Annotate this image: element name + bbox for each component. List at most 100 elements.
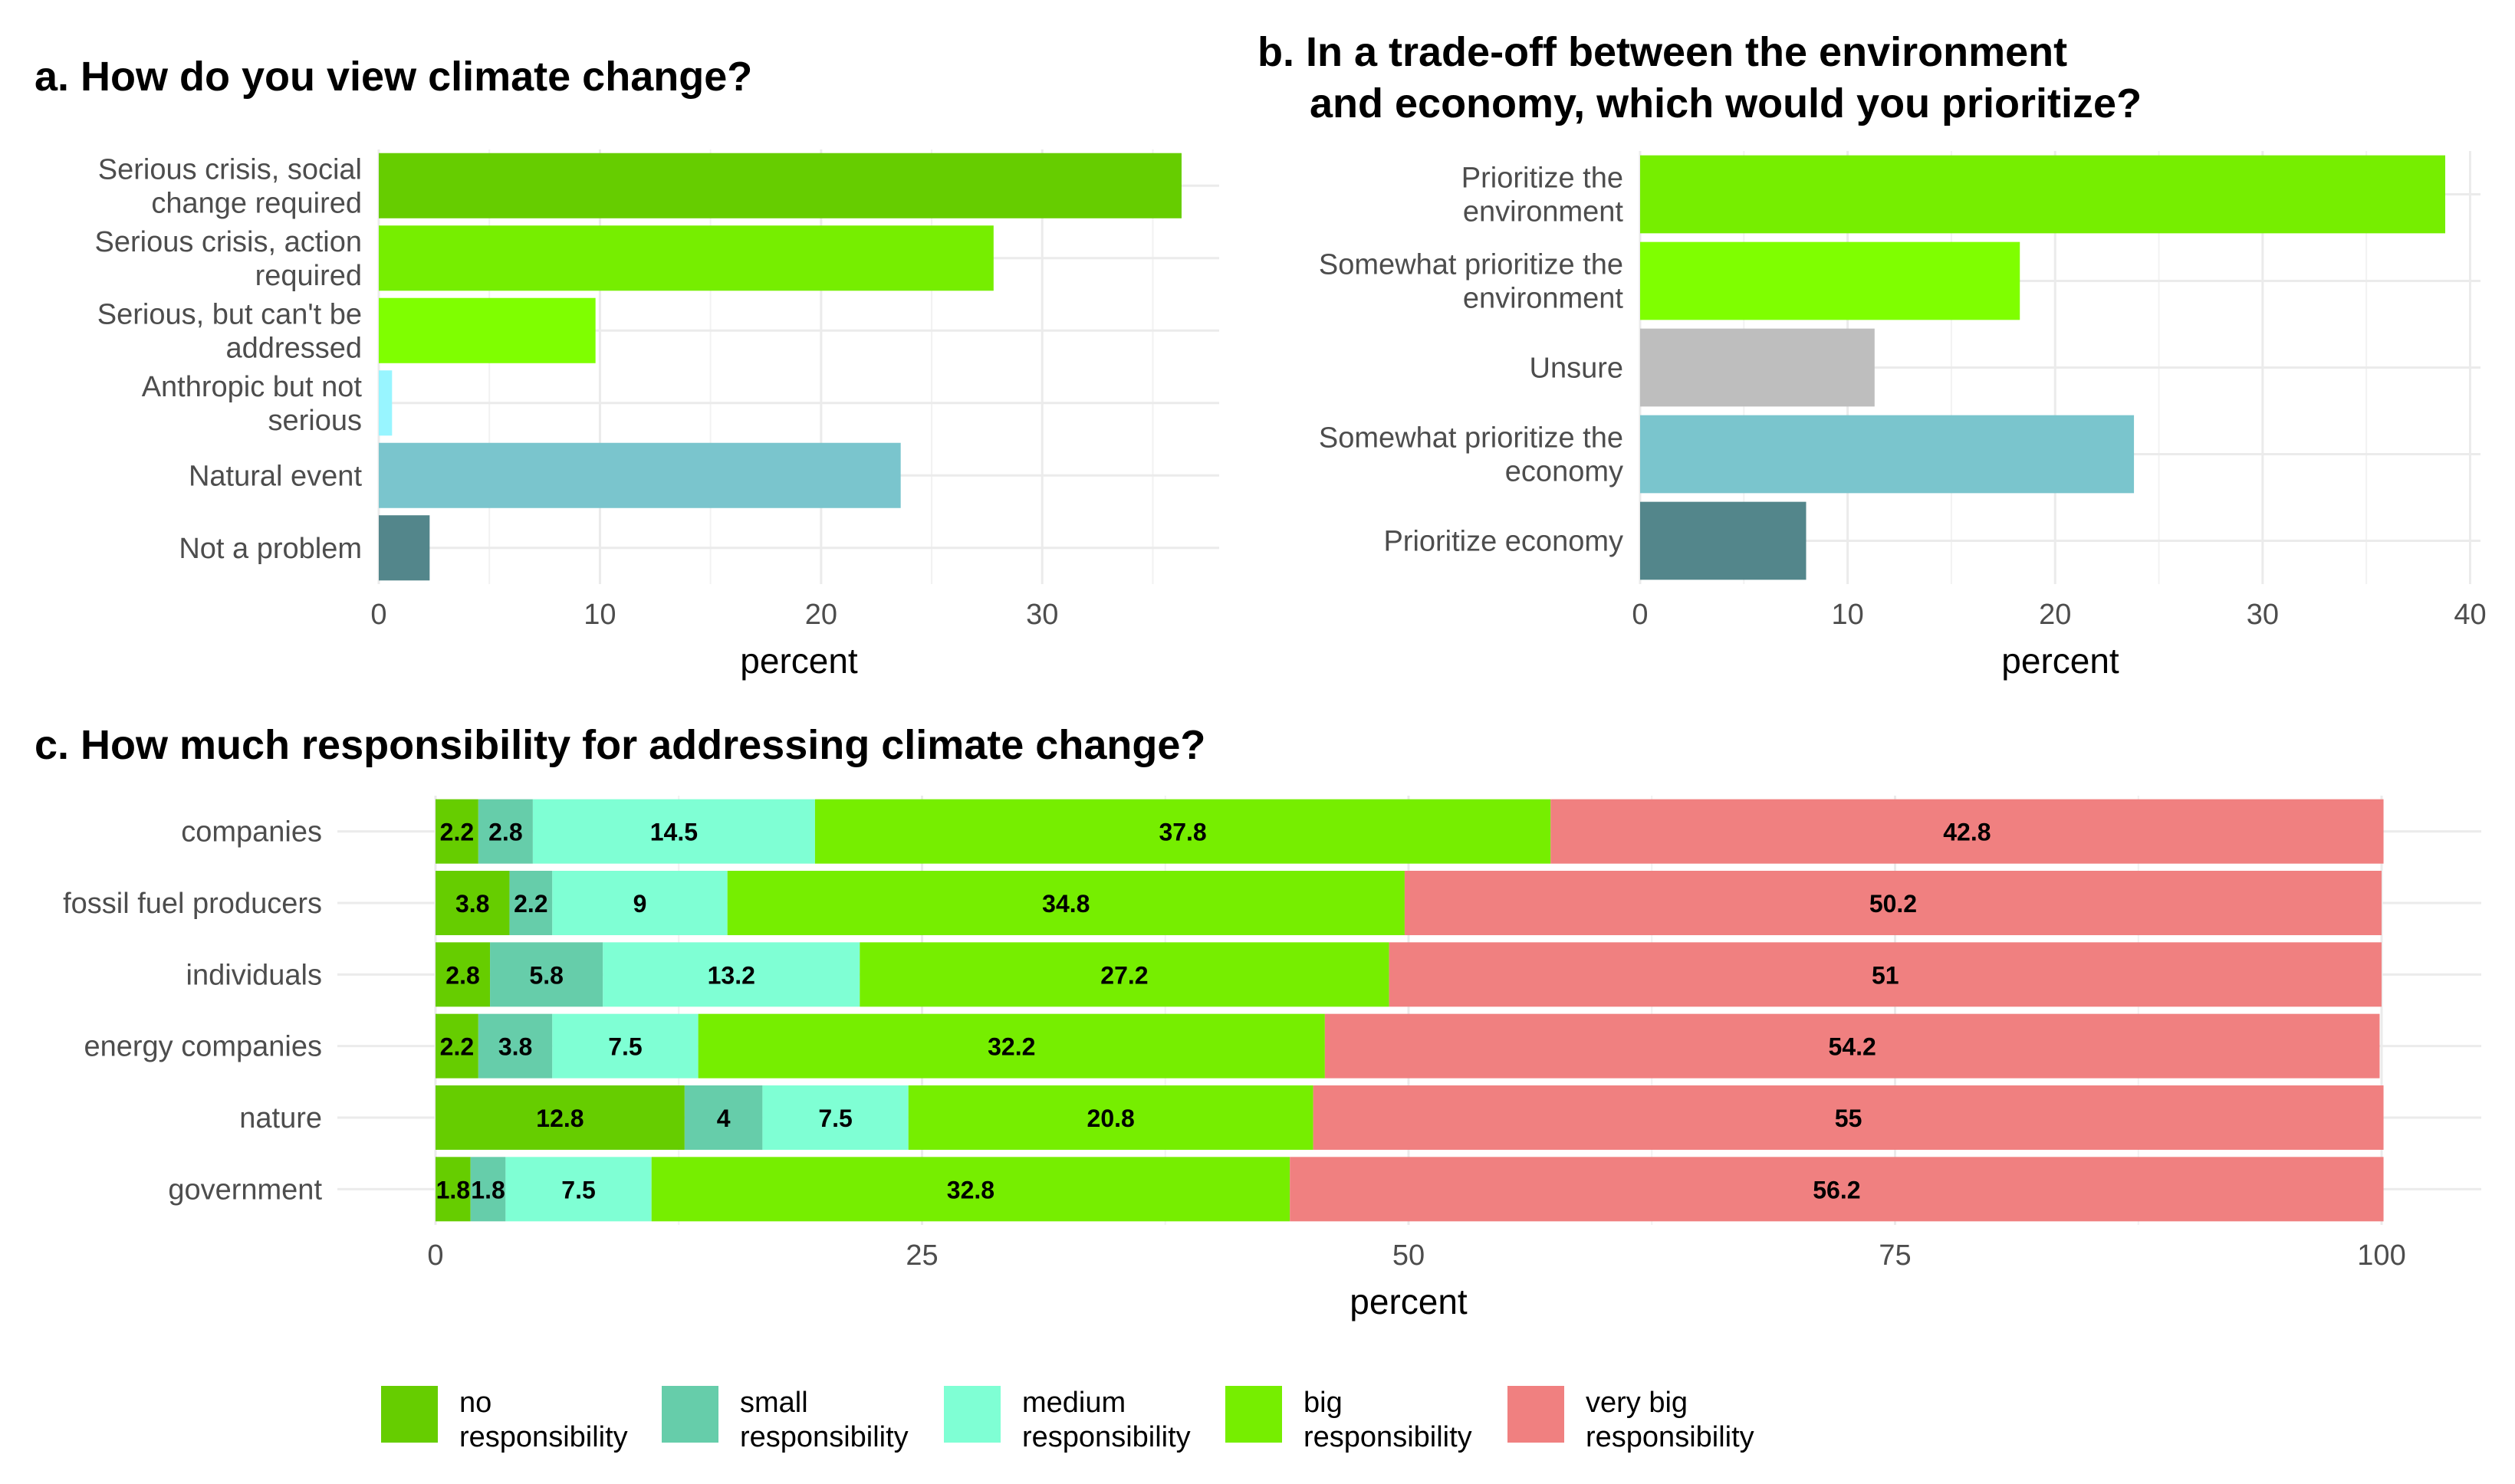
panel-c-segment-label: 12.8 xyxy=(536,1105,584,1132)
panel-c-segment-individuals-4 xyxy=(860,942,1389,1007)
panel-a-category-4-line-2: serious xyxy=(268,405,363,437)
panel-b-bar-3 xyxy=(1640,328,1875,407)
panel-a-category-2-line-2: required xyxy=(255,260,362,292)
panel-c-segment-label: 3.8 xyxy=(455,890,489,918)
panel-b-category-4-line-2: economy xyxy=(1505,456,1623,488)
panel-c-segment-label: 2.2 xyxy=(440,819,474,846)
legend-key-2 xyxy=(662,1386,718,1443)
panel-b-category-2-line-2: environment xyxy=(1463,283,1624,315)
panel-a-category-1-line-2: change required xyxy=(151,187,362,219)
panel-a-tick-label: 0 xyxy=(370,599,386,631)
panel-c-segment-label: 2.2 xyxy=(440,1033,474,1061)
panel-c-segment-fossil-fuel-producers-1 xyxy=(436,871,510,935)
panel-a-bar-4 xyxy=(379,370,393,436)
panel-c-segment-label: 54.2 xyxy=(1829,1033,1876,1061)
legend-label-4-line-1: big xyxy=(1304,1387,1343,1419)
panel-c-segment-individuals-1 xyxy=(436,942,491,1007)
panel-c-segment-label: 14.5 xyxy=(650,819,698,846)
panel-c-segment-individuals-3 xyxy=(603,942,860,1007)
panel-c-segment-label: 32.8 xyxy=(947,1176,994,1203)
panel-c-segment-label: 37.8 xyxy=(1159,819,1206,846)
panel-a-tick-label: 30 xyxy=(1026,599,1058,631)
legend-label-5-line-2: responsibility xyxy=(1586,1421,1754,1453)
panel-a-bar-5 xyxy=(379,442,901,508)
panel-b-bar-4 xyxy=(1640,415,2135,494)
panel-c-segment-label: 55 xyxy=(1835,1105,1862,1132)
panel-c-category-2: fossil fuel producers xyxy=(63,888,322,920)
panel-a-title: a. How do you view climate change? xyxy=(35,54,752,100)
panel-b-title-line-2: and economy, which would you prioritize? xyxy=(1310,80,2142,126)
panel-c-segment-label: 5.8 xyxy=(529,961,563,989)
panel-c-segment-individuals-5 xyxy=(1389,942,2382,1007)
legend-label-3-line-1: medium xyxy=(1022,1387,1126,1419)
panel-c-x-axis-label: percent xyxy=(1350,1282,1468,1321)
panel-c-segment-label: 32.2 xyxy=(988,1033,1035,1061)
panel-c-segment-energy-companies-3 xyxy=(552,1013,699,1079)
panel-c-segment-nature-3 xyxy=(762,1085,909,1150)
panel-c-segment-label: 51 xyxy=(1872,961,1899,989)
panel-c-segment-label: 4 xyxy=(717,1105,731,1132)
panel-c-segment-label: 2.8 xyxy=(488,819,522,846)
panel-c-segment-nature-4 xyxy=(908,1085,1313,1150)
panel-c-tick-label: 50 xyxy=(1392,1239,1425,1272)
panel-c-segment-energy-companies-5 xyxy=(1324,1013,2380,1079)
panel-b-x-axis-label: percent xyxy=(2001,641,2119,681)
panel-b-bar-1 xyxy=(1640,155,2445,234)
panel-b-tick-label: 30 xyxy=(2247,599,2279,631)
legend-label-2-line-1: small xyxy=(740,1387,808,1419)
panel-a-category-4-line-1: Anthropic but not xyxy=(142,371,363,403)
panel-c-segment-fossil-fuel-producers-5 xyxy=(1404,871,2382,935)
panel-c-category-4: energy companies xyxy=(84,1031,322,1063)
panel-c-segment-fossil-fuel-producers-4 xyxy=(727,871,1405,935)
panel-b-category-2-line-1: Somewhat prioritize the xyxy=(1319,249,1623,281)
panel-a-tick-label: 10 xyxy=(584,599,616,631)
panel-c-segment-fossil-fuel-producers-3 xyxy=(552,871,728,935)
panel-c-category-6: government xyxy=(168,1174,322,1206)
panel-c-category-3: individuals xyxy=(186,959,322,991)
panel-b-title-line-1: b. In a trade-off between the environmen… xyxy=(1258,29,2067,75)
panel-a-bar-2 xyxy=(379,225,994,291)
panel-c-tick-label: 75 xyxy=(1879,1239,1911,1272)
panel-c-title: c. How much responsibility for addressin… xyxy=(35,722,1205,768)
panel-c-tick-label: 25 xyxy=(906,1239,938,1272)
panel-c-category-5: nature xyxy=(239,1102,322,1134)
panel-c-segment-label: 50.2 xyxy=(1869,890,1917,918)
panel-c-segment-nature-1 xyxy=(436,1085,685,1150)
panel-c-segment-government-5 xyxy=(1290,1157,2384,1222)
legend-label-5-line-1: very big xyxy=(1586,1387,1688,1419)
panel-b-category-4-line-1: Somewhat prioritize the xyxy=(1319,422,1623,455)
legend-label-1-line-2: responsibility xyxy=(459,1421,628,1453)
panel-a-bar-6 xyxy=(379,515,430,581)
panel-a-bar-1 xyxy=(379,153,1182,218)
panel-c-segment-companies-5 xyxy=(1550,799,2384,864)
panel-a-category-3-line-1: Serious, but can't be xyxy=(97,298,362,330)
panel-c-segment-energy-companies-2 xyxy=(478,1013,553,1079)
panel-c-segment-label: 34.8 xyxy=(1042,890,1090,918)
legend-label-4-line-2: responsibility xyxy=(1304,1421,1472,1453)
panel-b-category-3-line-1: Unsure xyxy=(1530,353,1624,385)
panel-c-segment-government-3 xyxy=(505,1157,652,1222)
legend-key-5 xyxy=(1507,1386,1564,1443)
panel-b-bar-2 xyxy=(1640,241,2020,320)
panel-c-segment-label: 56.2 xyxy=(1813,1176,1860,1203)
panel-b-tick-label: 0 xyxy=(1632,599,1648,631)
legend-key-3 xyxy=(944,1386,1001,1443)
panel-c-segment-label: 13.2 xyxy=(708,961,755,989)
legend-label-2-line-2: responsibility xyxy=(740,1421,909,1453)
panel-c-segment-government-2 xyxy=(470,1157,506,1222)
panel-c-segment-energy-companies-1 xyxy=(436,1013,478,1079)
panel-c-segment-label: 42.8 xyxy=(1943,819,1991,846)
panel-c-segment-nature-2 xyxy=(684,1085,763,1150)
panel-c-segment-label: 7.5 xyxy=(818,1105,852,1132)
panel-c-segment-companies-1 xyxy=(436,799,478,864)
panel-b-tick-label: 20 xyxy=(2039,599,2071,631)
panel-c-segment-label: 20.8 xyxy=(1087,1105,1135,1132)
panel-c-segment-fossil-fuel-producers-2 xyxy=(509,871,553,935)
panel-c-segment-nature-5 xyxy=(1313,1085,2384,1150)
panel-a-category-2-line-1: Serious crisis, action xyxy=(95,226,362,258)
legend-key-4 xyxy=(1225,1386,1282,1443)
panel-c-segment-label: 1.8 xyxy=(471,1176,505,1203)
panel-c-category-1: companies xyxy=(181,816,322,849)
